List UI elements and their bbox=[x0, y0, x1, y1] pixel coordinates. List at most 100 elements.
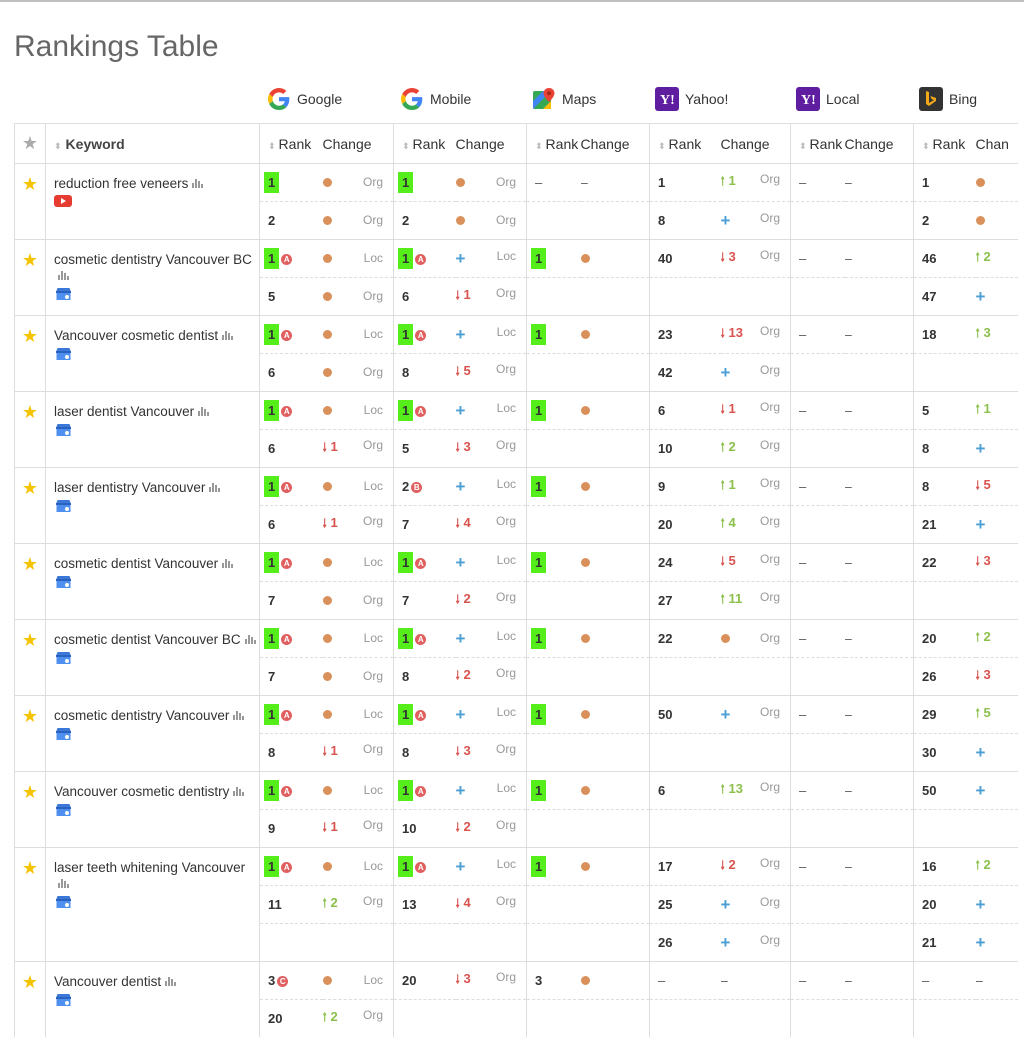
new-entry-plus-icon: + bbox=[976, 743, 986, 762]
result-type-label: Loc bbox=[364, 251, 383, 265]
change-cell: Org bbox=[323, 658, 394, 696]
result-type-label: Org bbox=[760, 476, 780, 490]
change-value: 2 bbox=[463, 667, 470, 682]
rank-value: 6 bbox=[268, 517, 275, 532]
business-listing-icon[interactable] bbox=[54, 993, 73, 1011]
business-listing-icon[interactable] bbox=[54, 287, 73, 305]
change-column-header[interactable]: Change bbox=[456, 124, 527, 164]
rank-cell: 7 bbox=[260, 582, 323, 620]
rank-value: 16 bbox=[922, 859, 936, 874]
result-type-label: Org bbox=[496, 970, 516, 984]
star-icon[interactable]: ★ bbox=[22, 972, 38, 992]
rank-value: 1 bbox=[531, 856, 546, 877]
keyword-text[interactable]: cosmetic dentistry Vancouver BC bbox=[54, 252, 252, 267]
change-cell bbox=[721, 810, 791, 848]
keyword-text[interactable]: laser dentist Vancouver bbox=[54, 404, 194, 419]
no-change-dot-icon bbox=[323, 862, 332, 871]
chart-icon[interactable] bbox=[233, 784, 245, 800]
business-listing-icon[interactable] bbox=[54, 575, 73, 593]
chart-icon[interactable] bbox=[245, 632, 257, 648]
rank-cell: 8 bbox=[650, 202, 721, 240]
keyword-text[interactable]: Vancouver cosmetic dentistry bbox=[54, 784, 229, 799]
star-icon[interactable]: ★ bbox=[22, 858, 38, 878]
business-listing-icon[interactable] bbox=[54, 895, 73, 913]
star-header-icon[interactable]: ★ bbox=[22, 133, 38, 153]
new-entry-plus-icon: + bbox=[456, 249, 466, 268]
chart-icon[interactable] bbox=[165, 974, 177, 990]
chart-icon[interactable] bbox=[233, 708, 245, 724]
rank-column-header[interactable]: ⬍Rank bbox=[914, 124, 976, 164]
chart-icon[interactable] bbox=[58, 876, 70, 892]
rank-up-change: 🠑 2 bbox=[976, 629, 991, 644]
youtube-icon[interactable] bbox=[54, 195, 72, 207]
business-listing-icon[interactable] bbox=[54, 651, 73, 669]
star-icon[interactable]: ★ bbox=[22, 250, 38, 270]
keyword-text[interactable]: cosmetic dentistry Vancouver bbox=[54, 708, 229, 723]
change-cell: Loc bbox=[323, 696, 394, 734]
change-column-header[interactable]: Change bbox=[721, 124, 791, 164]
keyword-cell: laser dentistry Vancouver bbox=[46, 468, 260, 544]
change-value: 2 bbox=[728, 857, 735, 872]
keyword-column-header[interactable]: ⬍Keyword bbox=[46, 124, 260, 164]
rank-cell: 24 bbox=[650, 544, 721, 582]
keyword-text[interactable]: laser dentistry Vancouver bbox=[54, 480, 205, 495]
rank-cell: 6 bbox=[260, 430, 323, 468]
star-icon[interactable]: ★ bbox=[22, 326, 38, 346]
change-cell bbox=[845, 1000, 914, 1037]
rank-column-header[interactable]: ⬍Rank bbox=[260, 124, 323, 164]
business-listing-icon[interactable] bbox=[54, 803, 73, 821]
business-listing-icon[interactable] bbox=[54, 727, 73, 745]
arrow-up-icon: 🠑 bbox=[721, 516, 725, 530]
no-change-dot-icon bbox=[721, 634, 730, 643]
chart-icon[interactable] bbox=[192, 176, 204, 192]
business-listing-icon[interactable] bbox=[54, 423, 73, 441]
change-value: 4 bbox=[728, 515, 735, 530]
rank-cell: 8 bbox=[394, 658, 456, 696]
rank-value: 1 bbox=[398, 780, 413, 801]
rank-column-header[interactable]: ⬍Rank bbox=[791, 124, 845, 164]
rank-column-header[interactable]: ⬍Rank bbox=[527, 124, 581, 164]
rank-column-header[interactable]: ⬍Rank bbox=[394, 124, 456, 164]
star-icon[interactable]: ★ bbox=[22, 782, 38, 802]
rank-column-header[interactable]: ⬍Rank bbox=[650, 124, 721, 164]
keyword-text[interactable]: Vancouver cosmetic dentist bbox=[54, 328, 218, 343]
chart-icon[interactable] bbox=[222, 328, 234, 344]
keyword-text[interactable]: laser teeth whitening Vancouver bbox=[54, 860, 245, 875]
rank-value: 1 bbox=[531, 248, 546, 269]
rank-cell: 27 bbox=[650, 582, 721, 620]
google-icon bbox=[267, 87, 291, 111]
star-icon[interactable]: ★ bbox=[22, 402, 38, 422]
chart-icon[interactable] bbox=[58, 268, 70, 284]
change-cell: 🠑 2 bbox=[976, 848, 1018, 886]
sort-icon: ⬍ bbox=[268, 141, 276, 151]
keyword-text[interactable]: Vancouver dentist bbox=[54, 974, 161, 989]
star-icon[interactable]: ★ bbox=[22, 554, 38, 574]
star-icon[interactable]: ★ bbox=[22, 706, 38, 726]
star-icon[interactable]: ★ bbox=[22, 630, 38, 650]
bing-icon bbox=[919, 87, 943, 111]
chart-icon[interactable] bbox=[209, 480, 221, 496]
rank-cell: 2 bbox=[394, 202, 456, 240]
star-icon[interactable]: ★ bbox=[22, 174, 38, 194]
chart-icon[interactable] bbox=[198, 404, 210, 420]
rank-cell: 8 bbox=[914, 430, 976, 468]
keyword-text[interactable]: cosmetic dentist Vancouver bbox=[54, 556, 218, 571]
change-column-header[interactable]: Change bbox=[845, 124, 914, 164]
change-column-header[interactable]: Chan bbox=[976, 124, 1018, 164]
business-listing-icon[interactable] bbox=[54, 499, 73, 517]
star-icon[interactable]: ★ bbox=[22, 478, 38, 498]
keyword-text[interactable]: reduction free veneers bbox=[54, 176, 188, 191]
rank-value: 1 bbox=[398, 400, 413, 421]
change-column-header[interactable]: Change bbox=[323, 124, 394, 164]
chart-icon[interactable] bbox=[222, 556, 234, 572]
business-listing-icon[interactable] bbox=[54, 347, 73, 365]
keyword-text[interactable]: cosmetic dentist Vancouver BC bbox=[54, 632, 241, 647]
local-pack-badge: A bbox=[415, 406, 426, 417]
change-column-header[interactable]: Change bbox=[581, 124, 650, 164]
engine-name: Local bbox=[826, 91, 859, 107]
rank-cell: 1 bbox=[527, 544, 581, 582]
result-type-label: Loc bbox=[497, 705, 516, 719]
